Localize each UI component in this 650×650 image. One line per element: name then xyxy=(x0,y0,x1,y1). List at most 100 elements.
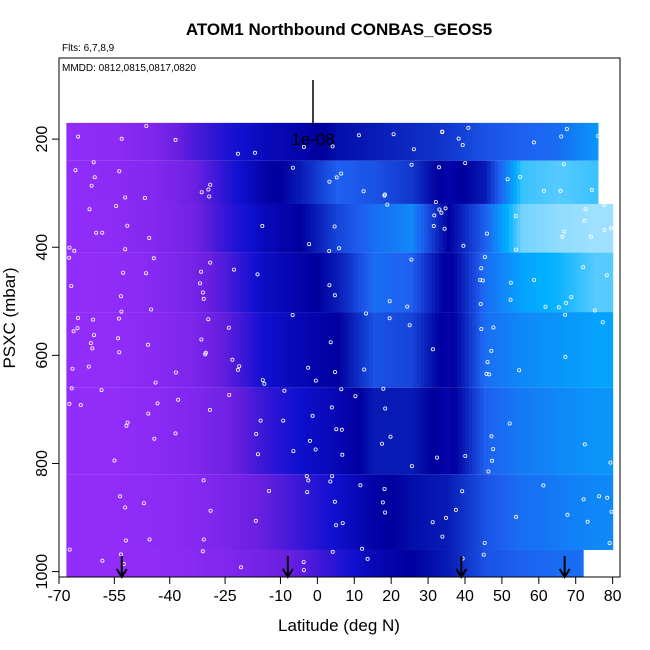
field-cell xyxy=(387,474,392,550)
field-cell xyxy=(169,122,175,161)
field-cell xyxy=(166,474,171,550)
field-cell xyxy=(154,549,160,577)
field-cell xyxy=(254,203,259,253)
field-cell xyxy=(214,387,219,475)
sample-marker xyxy=(200,290,205,295)
field-cell xyxy=(132,203,138,253)
field-cell xyxy=(446,122,451,161)
field-cell xyxy=(549,474,555,550)
sample-marker xyxy=(484,371,489,376)
field-cell xyxy=(417,387,422,475)
field-cell xyxy=(383,203,389,253)
field-cell xyxy=(158,312,163,388)
field-cell xyxy=(180,122,186,161)
field-cell xyxy=(553,122,558,161)
field-cell xyxy=(232,252,237,313)
field-cell xyxy=(70,203,75,253)
field-cell xyxy=(586,387,592,475)
field-cell xyxy=(291,122,296,161)
field-cell xyxy=(524,203,529,253)
field-cell xyxy=(339,160,344,204)
field-cell xyxy=(365,252,370,313)
field-cell xyxy=(332,549,337,577)
sample-marker xyxy=(238,565,243,570)
field-cell xyxy=(398,474,403,550)
sample-marker xyxy=(582,218,587,223)
field-cell xyxy=(284,122,289,161)
field-cell xyxy=(346,387,352,475)
field-cell xyxy=(409,203,414,253)
field-cell xyxy=(431,160,437,204)
field-cell xyxy=(505,549,510,577)
field-cell xyxy=(269,549,274,577)
field-cell xyxy=(346,160,352,204)
field-cell xyxy=(317,312,322,388)
field-cell xyxy=(605,312,610,388)
field-cell xyxy=(572,312,577,388)
field-cell xyxy=(490,252,496,313)
field-cell xyxy=(114,203,119,253)
field-cell xyxy=(564,160,569,204)
sample-marker xyxy=(383,406,388,411)
field-cell xyxy=(147,160,152,204)
field-cell xyxy=(575,160,580,204)
field-cell xyxy=(247,160,252,204)
field-cell xyxy=(276,312,282,388)
field-cell xyxy=(560,387,566,475)
sample-marker xyxy=(173,137,178,142)
field-cell xyxy=(103,160,108,204)
field-cell xyxy=(372,160,378,204)
field-cell xyxy=(453,549,459,577)
field-cell xyxy=(509,252,514,313)
field-cell xyxy=(298,203,304,253)
field-cell xyxy=(321,474,326,550)
field-cell xyxy=(206,549,211,577)
sample-marker xyxy=(199,337,204,342)
field-cell xyxy=(287,312,293,388)
field-cell xyxy=(280,387,285,475)
sample-marker xyxy=(330,549,335,554)
x-tick-label: 60 xyxy=(530,588,548,605)
field-cell xyxy=(354,549,359,577)
field-cell xyxy=(354,312,359,388)
field-cell xyxy=(398,203,403,253)
field-cell xyxy=(597,312,603,388)
field-cell xyxy=(103,122,108,161)
field-cell xyxy=(236,474,241,550)
sample-marker xyxy=(332,224,337,229)
field-cell xyxy=(431,252,437,313)
sample-marker xyxy=(262,381,267,386)
field-cell xyxy=(417,160,422,204)
field-cell xyxy=(154,203,160,253)
sample-marker xyxy=(340,452,345,457)
field-cell xyxy=(383,387,389,475)
field-cell xyxy=(461,203,466,253)
field-cell xyxy=(110,474,115,550)
sample-marker xyxy=(76,315,81,320)
field-cell xyxy=(535,252,540,313)
field-cell xyxy=(295,474,300,550)
field-cell xyxy=(95,203,101,253)
field-cell xyxy=(350,549,355,577)
field-cell xyxy=(95,122,101,161)
field-cell xyxy=(405,312,411,388)
field-cell xyxy=(195,474,200,550)
field-cell xyxy=(106,474,112,550)
sample-marker xyxy=(266,488,271,493)
field-cell xyxy=(380,549,385,577)
field-cell xyxy=(328,312,333,388)
field-cell xyxy=(306,549,311,577)
field-cell xyxy=(265,122,270,161)
field-cell xyxy=(265,387,270,475)
sample-marker xyxy=(582,442,587,447)
field-cell xyxy=(206,387,211,475)
sample-marker xyxy=(478,301,483,306)
field-cell xyxy=(125,549,130,577)
field-cell xyxy=(162,203,167,253)
field-cell xyxy=(597,203,603,253)
field-cell xyxy=(66,160,71,204)
field-cell xyxy=(361,312,366,388)
sample-marker xyxy=(485,360,490,365)
field-cell xyxy=(520,122,525,161)
sample-marker xyxy=(437,207,442,212)
